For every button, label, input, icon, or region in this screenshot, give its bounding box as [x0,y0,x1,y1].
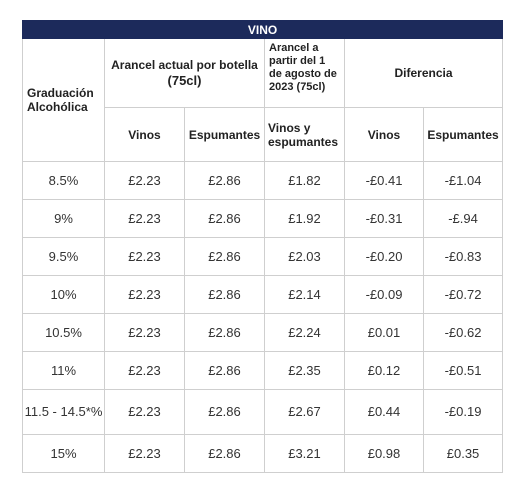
cell-graduacion: 11% [22,351,105,390]
table-title-row: VINO [21,20,504,39]
cell-graduacion: 11.5 - 14.5*% [22,389,105,435]
cell-diff-vinos: £0.98 [344,434,424,473]
header-diff-espumantes: Espumantes [422,107,504,162]
cell-espumantes: £2.86 [184,351,265,390]
cell-graduacion: 10.5% [22,313,105,352]
table-row: 10.5% £2.23 £2.86 £2.24 £0.01 -£0.62 [22,313,504,352]
cell-vinos: £2.23 [104,313,185,352]
cell-diff-espumantes: -£0.83 [422,237,504,276]
cell-vinos: £2.23 [104,351,185,390]
header-espumantes: Espumantes [184,107,265,162]
cell-espumantes: £2.86 [184,313,265,352]
cell-nuevo: £2.14 [264,275,345,314]
cell-nuevo: £3.21 [264,434,345,473]
header-diferencia: Diferencia [343,38,504,108]
cell-diff-espumantes: -£0.72 [422,275,504,314]
cell-diff-espumantes: -£1.04 [422,161,504,200]
cell-diff-vinos: -£0.41 [344,161,424,200]
header-arancel-actual-line1: Arancel actual por botella [111,57,258,72]
cell-vinos: £2.23 [104,434,185,473]
cell-espumantes: £2.86 [184,275,265,314]
cell-diff-espumantes: -£0.19 [422,389,504,435]
table-row: 15% £2.23 £2.86 £3.21 £0.98 £0.35 [22,434,504,473]
cell-diff-vinos: £0.01 [344,313,424,352]
table-row: 11% £2.23 £2.86 £2.35 £0.12 -£0.51 [22,351,504,390]
table-row: 11.5 - 14.5*% £2.23 £2.86 £2.67 £0.44 -£… [22,389,504,435]
table-row: 9% £2.23 £2.86 £1.92 -£0.31 -£.94 [22,199,504,238]
cell-espumantes: £2.86 [184,434,265,473]
cell-graduacion: 8.5% [22,161,105,200]
header-diff-vinos: Vinos [344,107,424,162]
cell-diff-vinos: -£0.20 [344,237,424,276]
cell-diff-espumantes: £0.35 [422,434,504,473]
header-vinos-y-espumantes: Vinos y espumantes [264,107,345,162]
cell-nuevo: £2.67 [264,389,345,435]
cell-diff-espumantes: -£0.51 [422,351,504,390]
table-row: 9.5% £2.23 £2.86 £2.03 -£0.20 -£0.83 [22,237,504,276]
cell-espumantes: £2.86 [184,199,265,238]
wine-duty-table-container: VINO Graduación Alcohólica Arancel actua… [21,20,504,473]
cell-nuevo: £1.92 [264,199,345,238]
cell-diff-vinos: -£0.31 [344,199,424,238]
cell-diff-vinos: £0.12 [344,351,424,390]
cell-vinos: £2.23 [104,275,185,314]
cell-espumantes: £2.86 [184,161,265,200]
cell-graduacion: 9% [22,199,105,238]
header-arancel-actual-line2: (75cl) [167,72,202,88]
cell-espumantes: £2.86 [184,237,265,276]
table-title: VINO [21,20,504,39]
header-arancel-actual: Arancel actual por botella (75cl) [104,38,265,108]
cell-nuevo: £2.35 [264,351,345,390]
table-row: 8.5% £2.23 £2.86 £1.82 -£0.41 -£1.04 [22,161,504,200]
cell-graduacion: 9.5% [22,237,105,276]
cell-nuevo: £2.24 [264,313,345,352]
header-vinos: Vinos [104,107,185,162]
table-row: 10% £2.23 £2.86 £2.14 -£0.09 -£0.72 [22,275,504,314]
cell-diff-espumantes: -£.94 [422,199,504,238]
cell-nuevo: £1.82 [264,161,345,200]
cell-vinos: £2.23 [104,389,185,435]
header-row-2: Vinos Espumantes Vinos y espumantes Vino… [23,107,504,162]
cell-diff-vinos: £0.44 [344,389,424,435]
cell-diff-vinos: -£0.09 [344,275,424,314]
cell-graduacion: 10% [22,275,105,314]
cell-vinos: £2.23 [104,199,185,238]
header-row-1: Graduación Alcohólica Arancel actual por… [22,38,504,162]
header-arancel-partir: Arancel a partir del 1 de agosto de 2023… [264,38,345,108]
cell-vinos: £2.23 [104,161,185,200]
cell-espumantes: £2.86 [184,389,265,435]
wine-duty-table: VINO Graduación Alcohólica Arancel actua… [21,20,504,473]
cell-diff-espumantes: -£0.62 [422,313,504,352]
cell-vinos: £2.23 [104,237,185,276]
header-graduacion: Graduación Alcohólica [22,38,105,162]
cell-graduacion: 15% [22,434,105,473]
cell-nuevo: £2.03 [264,237,345,276]
